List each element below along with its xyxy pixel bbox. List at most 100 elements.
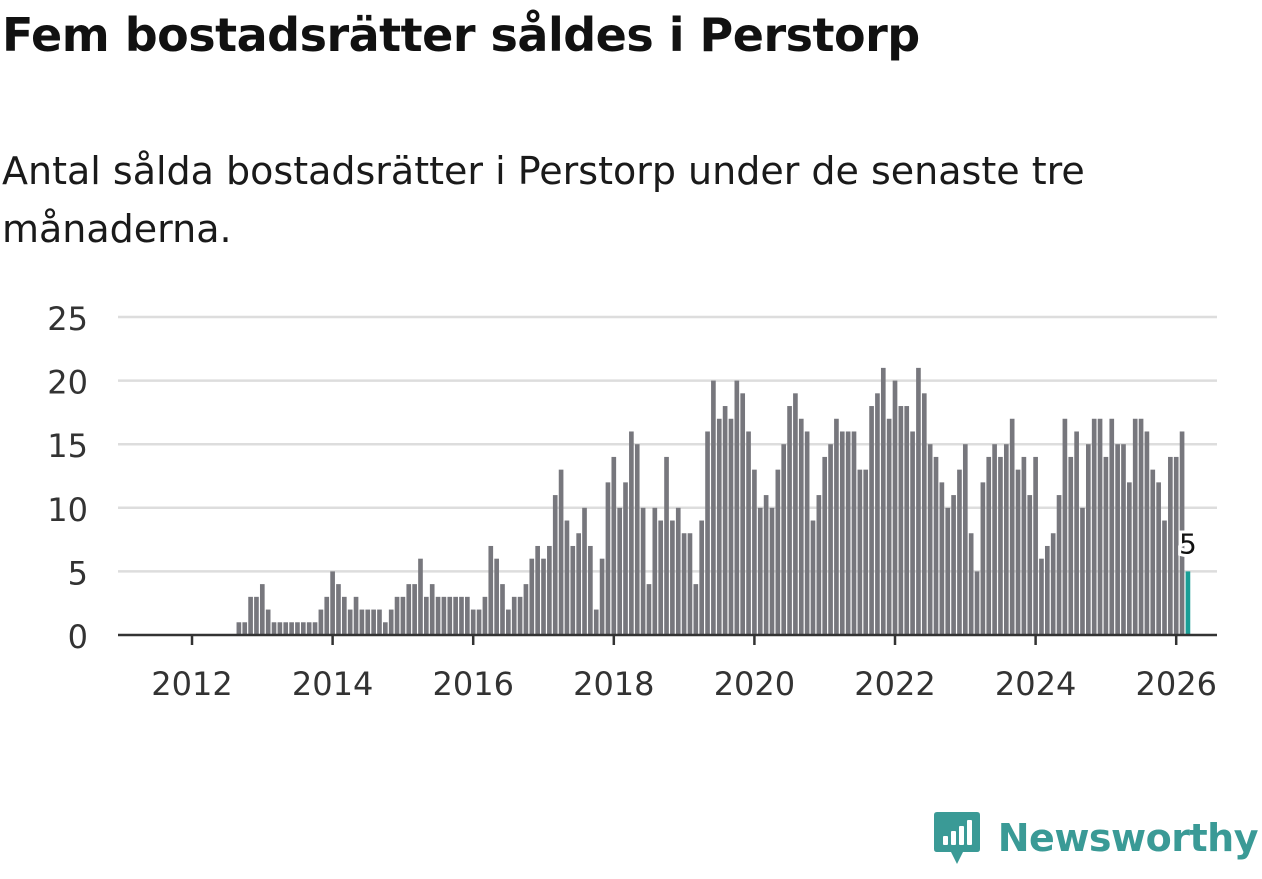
bar	[1039, 558, 1044, 635]
bar	[781, 444, 787, 635]
bar	[1115, 444, 1120, 635]
bar	[869, 406, 874, 635]
data-labels: 5	[1176, 524, 1200, 563]
bar	[757, 507, 763, 635]
axes: 0 5 10 15 20 25 2012 2014 2016 2018 2020 2022 2024 20…	[47, 300, 1217, 703]
bar	[271, 622, 277, 635]
bar	[564, 520, 570, 635]
bar	[1068, 456, 1074, 635]
y-tick-label: 15	[47, 427, 88, 465]
bar	[857, 469, 863, 635]
bar	[634, 444, 640, 635]
bar	[529, 558, 535, 635]
bar	[828, 444, 833, 635]
x-tick-label: 2026	[1135, 665, 1216, 703]
bar	[974, 571, 980, 635]
bar	[453, 596, 458, 635]
bar	[406, 584, 412, 635]
bar	[670, 520, 675, 635]
bar	[939, 482, 945, 635]
x-tick-label: 2020	[714, 665, 795, 703]
bar	[863, 469, 869, 635]
bar	[511, 596, 517, 635]
bar	[424, 596, 429, 635]
bar	[371, 609, 376, 635]
bar	[1179, 431, 1185, 635]
bar	[1021, 456, 1027, 635]
bar	[839, 431, 845, 635]
bar-chart: 0 5 10 15 20 25 2012 2014 2016 2018 2020 2022 2024 20…	[47, 300, 1217, 703]
bar	[752, 469, 757, 635]
bar	[353, 596, 359, 635]
bar	[242, 622, 248, 635]
bar	[541, 558, 546, 635]
x-tick-label: 2022	[854, 665, 935, 703]
bar	[570, 545, 576, 635]
chart-title: Fem bostadsrätter såldes i Perstorp	[2, 8, 920, 62]
bar	[962, 444, 968, 635]
bar	[1027, 495, 1033, 635]
bar	[775, 469, 781, 635]
bar	[652, 507, 658, 635]
brand-name: Newsworthy	[997, 816, 1259, 860]
bar	[300, 622, 306, 635]
bar	[547, 545, 552, 635]
bar	[476, 609, 482, 635]
bar	[347, 609, 353, 635]
bar	[1091, 418, 1097, 635]
bar	[1074, 431, 1079, 635]
bar	[277, 622, 283, 635]
bar	[465, 596, 470, 635]
newsworthy-logo-icon	[933, 812, 980, 864]
bar	[1109, 418, 1115, 635]
bar	[851, 431, 857, 635]
bar	[804, 431, 810, 635]
bar	[236, 622, 242, 635]
bar	[265, 609, 271, 635]
bar	[441, 596, 447, 635]
bar	[400, 596, 406, 635]
bar	[1127, 482, 1132, 635]
bar	[295, 622, 300, 635]
bar	[1168, 456, 1173, 635]
bar	[687, 533, 693, 635]
bar	[324, 596, 330, 635]
y-tick-label: 25	[47, 300, 88, 338]
newsworthy-logo: Newsworthy	[932, 809, 1259, 867]
bar	[500, 584, 505, 635]
bar	[535, 545, 540, 635]
bar	[306, 622, 312, 635]
bar	[910, 431, 915, 635]
bar	[1050, 533, 1056, 635]
bar	[359, 609, 365, 635]
y-tick-label: 0	[68, 618, 88, 656]
bar	[711, 380, 716, 635]
bar	[904, 406, 910, 635]
bar	[998, 456, 1003, 635]
bar	[898, 406, 904, 635]
bar	[1150, 469, 1156, 635]
bar	[1003, 444, 1009, 635]
bar	[429, 584, 435, 635]
bar	[816, 495, 822, 635]
bar	[447, 596, 453, 635]
bar	[330, 571, 335, 635]
bar	[892, 380, 898, 635]
bar	[582, 507, 587, 635]
bar	[927, 444, 933, 635]
bar	[769, 507, 775, 635]
bar	[1144, 431, 1150, 635]
bar	[1056, 495, 1062, 635]
bar	[675, 507, 681, 635]
bar	[254, 596, 259, 635]
bar	[1138, 418, 1144, 635]
x-tick-label: 2016	[432, 665, 513, 703]
bar	[957, 469, 962, 635]
bar	[664, 456, 669, 635]
bar	[283, 622, 289, 635]
bar	[388, 609, 394, 635]
y-tick-label: 5	[68, 554, 88, 592]
bar	[623, 482, 628, 635]
bar	[588, 545, 593, 635]
bar	[289, 622, 294, 635]
